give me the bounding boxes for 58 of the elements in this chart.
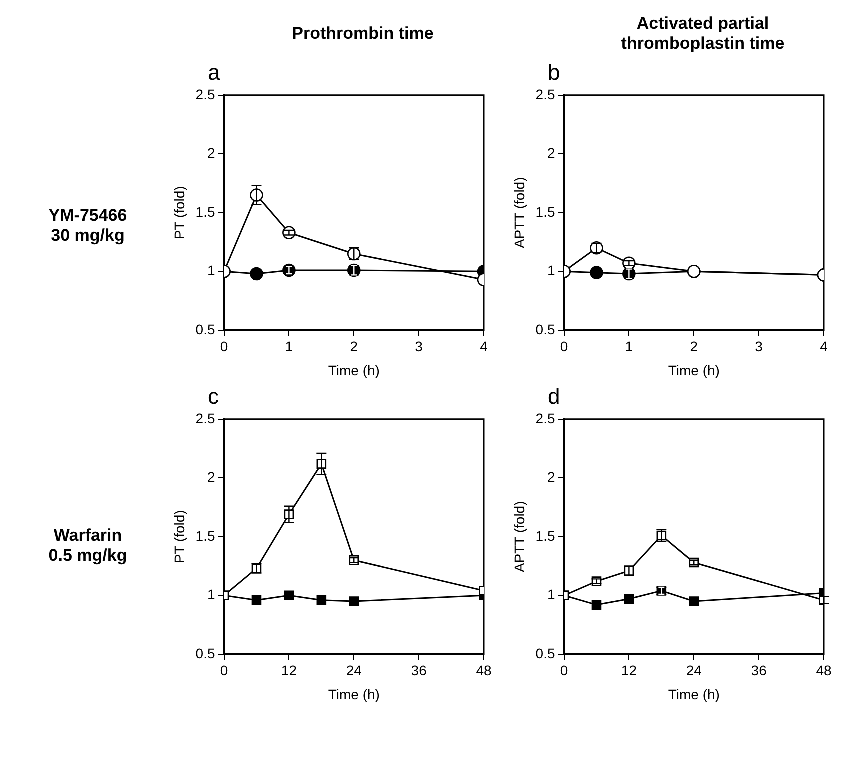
y-tick-label: 1.5	[196, 204, 216, 220]
x-tick-label: 0	[220, 662, 228, 679]
y-tick-label: 2	[207, 145, 216, 162]
y-tick-label: 1	[207, 586, 216, 603]
chart-title: Activated partial thromboplastin time	[620, 13, 786, 55]
x-tick-label: 3	[415, 338, 424, 355]
x-tick-label: 4	[480, 338, 488, 355]
y-tick-label: 2.5	[196, 86, 216, 102]
y-tick-label: 2	[207, 469, 216, 486]
text: YM-75466	[48, 206, 128, 226]
text: 0.5 mg/kg	[48, 546, 128, 566]
y-tick-label: 0.5	[196, 321, 216, 338]
y-axis-title: APTT (fold)	[511, 177, 528, 249]
x-tick-label: 0	[560, 338, 568, 355]
chart-subtitle: b	[547, 60, 562, 85]
y-tick-label: 1.5	[196, 528, 216, 544]
y-tick-label: 1.5	[536, 528, 556, 544]
y-tick-label: 1.5	[536, 204, 556, 220]
x-tick-label: 1	[285, 338, 294, 355]
x-tick-label: 1	[625, 338, 634, 355]
x-tick-label: 48	[816, 662, 832, 679]
x-tick-label: 24	[346, 662, 362, 679]
y-axis-title: APTT (fold)	[511, 501, 528, 573]
y-tick-label: 0.5	[196, 645, 216, 662]
x-tick-label: 2	[350, 338, 358, 355]
x-axis-title: Time (h)	[328, 686, 380, 702]
text: 30 mg/kg	[51, 226, 125, 246]
y-tick-label: 0.5	[536, 321, 556, 338]
y-axis-title: PT (fold)	[171, 510, 188, 564]
y-axis-title: PT (fold)	[171, 186, 188, 240]
x-axis-title: Time (h)	[668, 686, 720, 702]
y-tick-label: 2.5	[196, 410, 216, 426]
y-tick-label: 2.5	[536, 410, 556, 426]
y-tick-label: 1	[547, 262, 556, 279]
x-tick-label: 24	[686, 662, 702, 679]
chart-subtitle: c	[207, 384, 220, 409]
x-tick-label: 3	[755, 338, 764, 355]
chart-subtitle: a	[207, 60, 222, 85]
x-tick-label: 12	[621, 662, 638, 679]
x-tick-label: 4	[820, 338, 828, 355]
x-tick-label: 36	[751, 662, 768, 679]
x-tick-label: 36	[411, 662, 428, 679]
x-tick-label: 0	[220, 338, 228, 355]
x-tick-label: 48	[476, 662, 492, 679]
y-tick-label: 2	[547, 145, 556, 162]
y-tick-label: 2	[547, 469, 556, 486]
chart-subtitle: d	[547, 384, 562, 409]
y-tick-label: 0.5	[536, 645, 556, 662]
x-tick-label: 0	[560, 662, 568, 679]
x-tick-label: 2	[690, 338, 698, 355]
x-tick-label: 12	[281, 662, 298, 679]
y-tick-label: 1	[547, 586, 556, 603]
y-tick-label: 2.5	[536, 86, 556, 102]
text: Warfarin	[54, 526, 122, 546]
x-axis-title: Time (h)	[328, 362, 380, 378]
x-axis-title: Time (h)	[668, 362, 720, 378]
y-tick-label: 1	[207, 262, 216, 279]
chart-title: Prothrombin time	[291, 23, 435, 45]
